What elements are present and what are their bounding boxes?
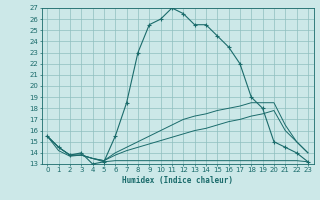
X-axis label: Humidex (Indice chaleur): Humidex (Indice chaleur) <box>122 176 233 185</box>
